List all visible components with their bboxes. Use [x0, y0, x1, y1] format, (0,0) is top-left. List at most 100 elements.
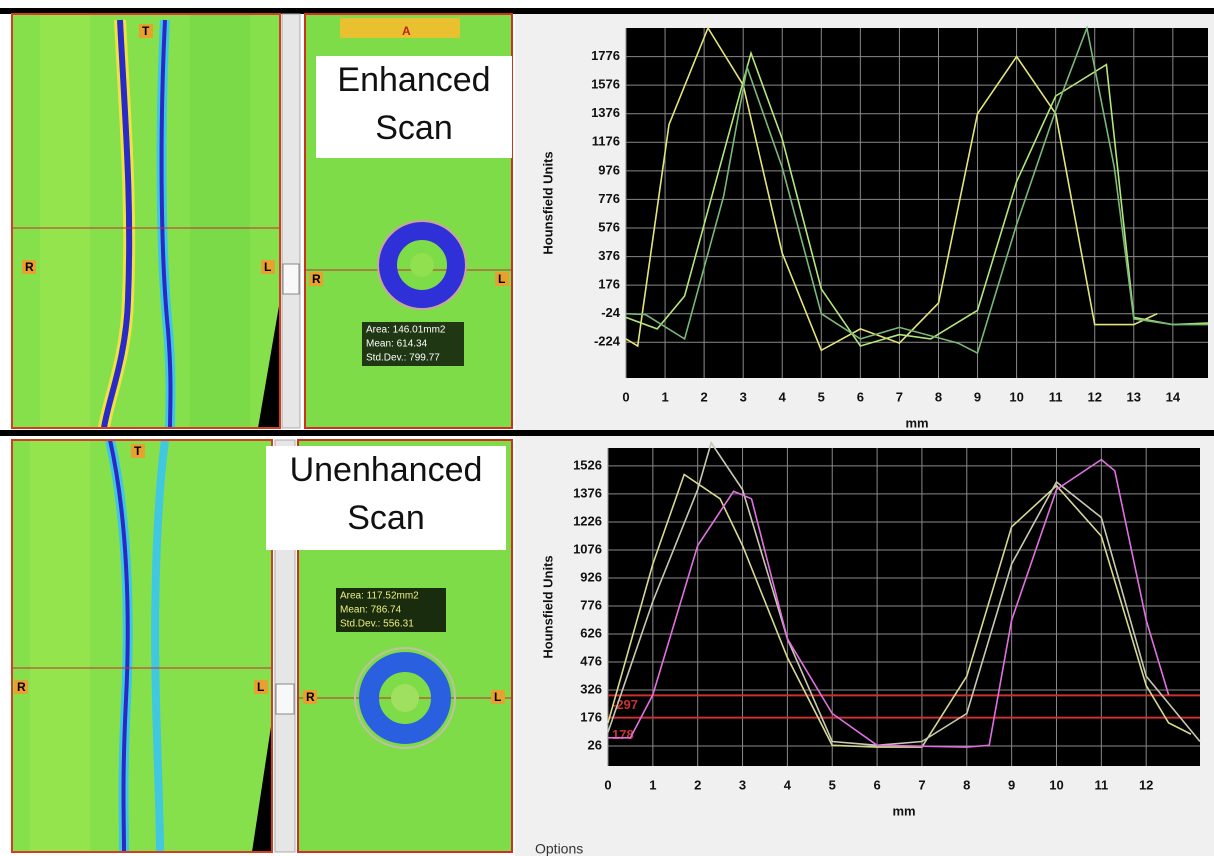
image-texture: [190, 14, 250, 428]
y-tick-label: -24: [601, 305, 621, 320]
data-line: [625, 50, 1209, 347]
x-tick-label: 9: [1008, 777, 1015, 792]
x-tick-label: 5: [829, 777, 836, 792]
roi-area: Area: 146.01mm2: [366, 325, 446, 336]
marker-box: [491, 690, 505, 704]
x-tick-label: 9: [974, 389, 981, 404]
y-tick-label: 376: [598, 248, 620, 263]
roi-center: [410, 253, 434, 277]
y-tick-label: 926: [580, 569, 602, 584]
x-axis-label: mm: [892, 803, 915, 818]
threshold-label: 178: [612, 727, 634, 742]
image-corner: [252, 720, 272, 852]
roi-area: Area: 117.52mm2: [340, 591, 419, 602]
image-texture: [340, 18, 460, 38]
y-tick-label: 476: [580, 653, 602, 668]
y-tick-label: 1776: [591, 48, 620, 63]
marker-box: [131, 444, 145, 458]
y-tick-label: 26: [588, 737, 602, 752]
marker-box: [139, 24, 153, 38]
marker-box: [309, 272, 323, 286]
marker-box: [22, 260, 36, 274]
data-line: [625, 26, 1158, 352]
vessel: [159, 19, 173, 429]
y-tick-label: 1076: [573, 541, 602, 556]
scroll-thumb[interactable]: [275, 683, 295, 715]
y-tick-label: 976: [598, 162, 620, 177]
roi-center: [391, 684, 419, 712]
x-tick-label: 8: [935, 389, 942, 404]
x-tick-label: 7: [896, 389, 903, 404]
x-tick-label: 3: [739, 777, 746, 792]
options-label[interactable]: Options: [535, 841, 583, 856]
roi-ring: [379, 222, 465, 308]
x-tick-label: 0: [622, 389, 629, 404]
y-axis-label: Hounsfield Units: [540, 151, 555, 254]
data-line: [608, 458, 1170, 748]
middle-border: [0, 430, 1214, 436]
x-tick-label: 12: [1139, 777, 1153, 792]
x-tick-label: 11: [1094, 777, 1108, 792]
marker-box: [303, 690, 317, 704]
marker: R: [306, 690, 315, 704]
plot-area: [626, 28, 1208, 378]
panel-border: [11, 439, 273, 853]
x-tick-label: 2: [694, 777, 701, 792]
roi-box: [362, 322, 464, 366]
y-tick-label: 776: [580, 597, 602, 612]
marker: L: [264, 260, 271, 274]
y-tick-label: 176: [580, 709, 602, 724]
marker: L: [257, 680, 264, 694]
marker-box: [495, 272, 509, 286]
scrollbar[interactable]: [281, 13, 301, 429]
y-tick-label: -224: [594, 334, 621, 349]
roi-mean: Mean: 786.74: [340, 605, 402, 616]
roi-std: Std.Dev.: 799.77: [366, 353, 440, 364]
x-tick-label: 13: [1127, 389, 1141, 404]
marker-box: [14, 680, 28, 694]
x-tick-label: 10: [1009, 389, 1023, 404]
image-corner: [258, 300, 280, 428]
marker: R: [17, 680, 26, 694]
x-tick-label: 11: [1049, 389, 1063, 404]
vessel: [101, 19, 133, 429]
scroll-thumb[interactable]: [282, 263, 300, 295]
x-tick-label: 4: [784, 777, 792, 792]
image-texture: [40, 14, 90, 428]
x-tick-label: 1: [649, 777, 656, 792]
marker: R: [312, 272, 321, 286]
y-axis-label: Hounsfield Units: [540, 555, 555, 658]
y-tick-label: 626: [580, 625, 602, 640]
x-tick-label: 7: [918, 777, 925, 792]
roi-std: Std.Dev.: 556.31: [340, 619, 414, 630]
top-border: [0, 8, 1214, 14]
marker: A: [402, 24, 411, 38]
marker: L: [494, 690, 501, 704]
marker-box: [261, 260, 275, 274]
y-tick-label: 176: [598, 277, 620, 292]
data-line: [625, 25, 1208, 355]
panel-border: [11, 13, 281, 429]
y-tick-label: 1576: [591, 77, 620, 92]
y-tick-label: 326: [580, 681, 602, 696]
roi-mean: Mean: 614.34: [366, 339, 428, 350]
marker-box: [254, 680, 268, 694]
roi-circle: [377, 220, 467, 310]
x-tick-label: 14: [1166, 389, 1181, 404]
x-tick-label: 4: [779, 389, 787, 404]
x-tick-label: 6: [873, 777, 880, 792]
roi-circle: [354, 647, 456, 749]
x-tick-label: 5: [818, 389, 825, 404]
x-tick-label: 3: [740, 389, 747, 404]
y-tick-label: 1176: [592, 134, 620, 149]
x-tick-label: 10: [1049, 777, 1063, 792]
x-tick-label: 8: [963, 777, 970, 792]
y-tick-label: 1376: [591, 105, 620, 120]
x-tick-label: 2: [701, 389, 708, 404]
y-tick-label: 1376: [573, 485, 602, 500]
roi-ring: [359, 652, 451, 744]
marker: T: [134, 444, 142, 458]
